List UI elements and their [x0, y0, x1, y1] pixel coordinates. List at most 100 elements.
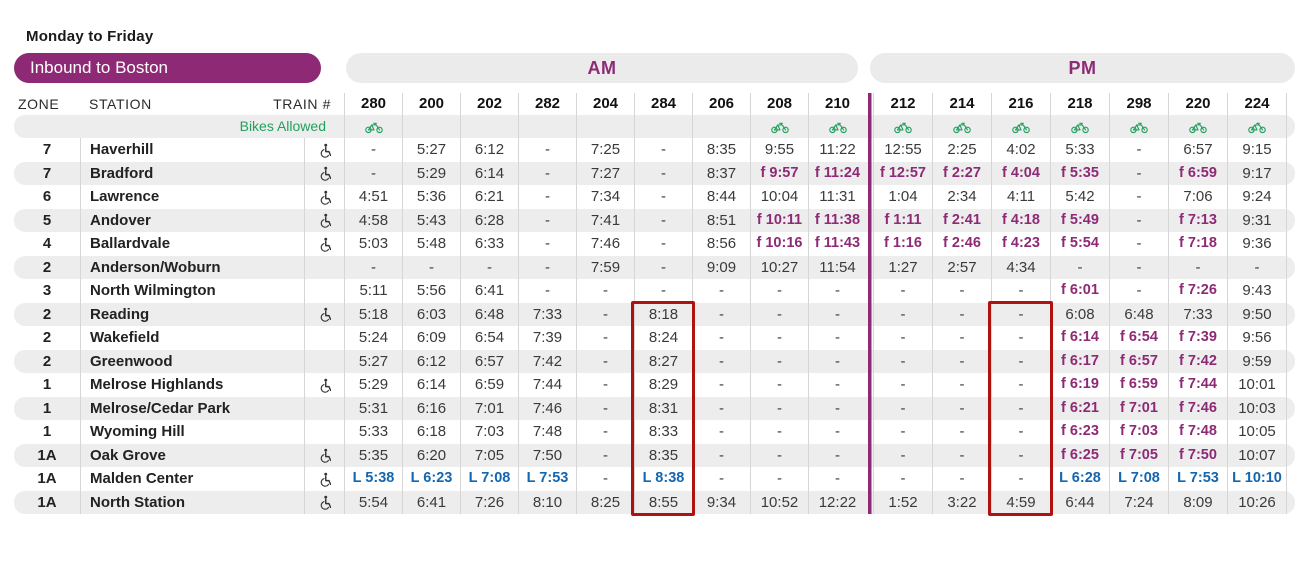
time-cell: 7:25 — [576, 138, 634, 162]
time-cell: 7:06 — [1168, 185, 1227, 209]
time-cell: 6:08 — [1050, 302, 1109, 326]
time-cell: - — [808, 443, 866, 467]
time-cell: - — [692, 302, 750, 326]
time-cell: f 4:23 — [991, 232, 1050, 256]
station-row: 1A Oak Grove 5:35 6:20 7:05 7:50-8:35- - - - - - f … — [14, 443, 1295, 467]
time-cell: 6:54 — [460, 326, 518, 350]
time-cell: 10:27 — [750, 255, 808, 279]
am-pm-divider — [866, 161, 873, 185]
time-cell: - — [1109, 255, 1168, 279]
time-cell: 9:17 — [1227, 161, 1286, 185]
am-pm-divider — [866, 255, 873, 279]
time-cell: 7:05 — [460, 443, 518, 467]
row-end-spacer — [1286, 467, 1295, 491]
time-cell: 6:18 — [402, 420, 460, 444]
time-cell: 5:35 — [344, 443, 402, 467]
am-pm-divider — [866, 396, 873, 420]
time-cell: f 7:42 — [1168, 349, 1227, 373]
time-cell: - — [576, 443, 634, 467]
direction-badge[interactable]: Inbound to Boston — [14, 53, 321, 83]
accessibility-cell — [304, 138, 344, 162]
station-name-cell: North Wilmington — [80, 279, 304, 303]
time-cell: 9:09 — [692, 255, 750, 279]
station-row: 1 Melrose/Cedar Park 5:31 6:16 7:01 7:46-8:31… — [14, 396, 1295, 420]
time-cell: - — [692, 420, 750, 444]
bike-cell — [1109, 115, 1168, 138]
time-cell: 4:11 — [991, 185, 1050, 209]
time-cell: - — [808, 302, 866, 326]
time-cell: L 6:23 — [402, 467, 460, 491]
station-row: 5 Andover 4:58 5:43 6:28-7:41-8:51 f 10:11 f 1… — [14, 208, 1295, 232]
time-cell: 6:59 — [460, 373, 518, 397]
train-number: 214 — [932, 93, 991, 115]
time-cell: 6:21 — [460, 185, 518, 209]
time-cell: 2:57 — [932, 255, 991, 279]
train-number-column-header: TRAIN # — [273, 96, 331, 112]
time-cell: L 7:08 — [1109, 467, 1168, 491]
station-row: 7 Haverhill -5:27 6:12-7:25-8:35 9:55 11:22 12… — [14, 138, 1295, 162]
station-row: 2 Greenwood 5:27 6:12 6:57 7:42-8:27- - - - - - f 6… — [14, 349, 1295, 373]
train-number: 280 — [344, 93, 402, 115]
time-cell: 5:11 — [344, 279, 402, 303]
time-cell: - — [873, 396, 932, 420]
train-number: 298 — [1109, 93, 1168, 115]
time-cell: - — [750, 443, 808, 467]
accessibility-cell — [304, 185, 344, 209]
train-number-header-row: ZONE STATION TRAIN # 280 200 202 282 204 284 2… — [14, 93, 1295, 115]
time-cell: - — [634, 208, 692, 232]
station-row: 2 Anderson/Woburn - - - -7:59-9:09 10:27 11:54 1… — [14, 255, 1295, 279]
time-cell: f 6:19 — [1050, 373, 1109, 397]
time-cell: - — [1109, 161, 1168, 185]
time-cell: - — [634, 232, 692, 256]
time-cell: f 11:43 — [808, 232, 866, 256]
time-cell: f 7:46 — [1168, 396, 1227, 420]
time-cell: - — [576, 373, 634, 397]
time-cell: f 6:57 — [1109, 349, 1168, 373]
time-cell: - — [991, 373, 1050, 397]
accessibility-cell — [304, 208, 344, 232]
time-cell: - — [932, 349, 991, 373]
time-cell: 8:31 — [634, 396, 692, 420]
station-name-cell: Melrose/Cedar Park — [80, 396, 304, 420]
time-cell: 7:24 — [1109, 490, 1168, 514]
am-pm-divider — [866, 326, 873, 350]
time-cell: 9:43 — [1227, 279, 1286, 303]
time-cell: L 5:38 — [344, 467, 402, 491]
time-cell: 7:01 — [460, 396, 518, 420]
accessibility-cell — [304, 467, 344, 491]
time-cell: 5:56 — [402, 279, 460, 303]
time-cell: - — [932, 467, 991, 491]
time-cell: 7:33 — [1168, 302, 1227, 326]
time-cell: L 7:53 — [518, 467, 576, 491]
bike-cell — [808, 115, 866, 138]
station-name-cell: Bradford — [80, 161, 304, 185]
time-cell: - — [991, 279, 1050, 303]
time-cell: - — [692, 443, 750, 467]
am-pm-divider — [866, 490, 873, 514]
wheelchair-icon — [319, 166, 331, 181]
am-pm-divider — [866, 302, 873, 326]
time-cell: 10:07 — [1227, 443, 1286, 467]
time-cell: f 7:18 — [1168, 232, 1227, 256]
time-cell: - — [1227, 255, 1286, 279]
time-cell: - — [750, 349, 808, 373]
bikes-allowed-row: Bikes Allowed — [14, 115, 1295, 138]
time-cell: 4:59 — [991, 490, 1050, 514]
row-end-spacer — [1286, 420, 1295, 444]
row-end-spacer — [1286, 93, 1295, 115]
time-cell: 5:33 — [1050, 138, 1109, 162]
time-cell: f 7:13 — [1168, 208, 1227, 232]
time-cell: L 8:38 — [634, 467, 692, 491]
time-cell: 11:31 — [808, 185, 866, 209]
zone-cell: 2 — [42, 305, 52, 323]
train-number: 224 — [1227, 93, 1286, 115]
time-cell: 4:51 — [344, 185, 402, 209]
time-cell: - — [932, 279, 991, 303]
accessibility-cell — [304, 396, 344, 420]
time-cell: 6:57 — [460, 349, 518, 373]
time-cell: 9:55 — [750, 138, 808, 162]
bike-icon — [770, 121, 789, 134]
station-name-cell: Lawrence — [80, 185, 304, 209]
station-row: 2 Reading 5:18 6:03 6:48 7:33-8:18- - - - - -6:08 6… — [14, 302, 1295, 326]
time-cell: 6:57 — [1168, 138, 1227, 162]
